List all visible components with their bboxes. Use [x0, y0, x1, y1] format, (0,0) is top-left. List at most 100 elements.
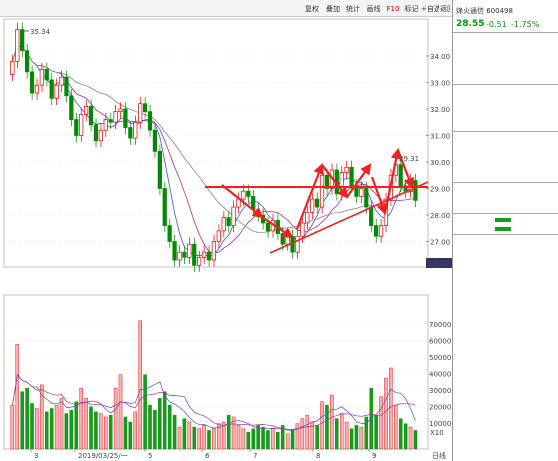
candle-body [118, 108, 123, 113]
toolbar-button-0[interactable]: 复权 [305, 5, 319, 13]
candle-body [123, 108, 128, 128]
volume-bar [369, 388, 373, 450]
candle-body [162, 188, 167, 226]
stock-title: 烽火通信 600498 [456, 7, 513, 15]
price-tick-4: 30.00 [430, 159, 450, 167]
candle-body [138, 103, 143, 123]
volume-tick-3: 40000 [429, 371, 451, 379]
candle-body [369, 206, 374, 226]
toolbar-button-7[interactable]: 返回 [440, 5, 450, 13]
price-tick-2: 32.00 [430, 106, 450, 114]
volume-tick-4: 30000 [429, 387, 451, 395]
volume-bar [256, 425, 260, 450]
candle-body [64, 76, 69, 97]
candle-body [128, 127, 133, 139]
volume-bar [182, 418, 187, 450]
period-label[interactable]: 日线 [432, 451, 446, 460]
candle-body [221, 217, 226, 232]
candle-body [378, 225, 384, 237]
volume-bar [172, 415, 177, 450]
toolbar-button-4[interactable]: F10 [386, 5, 400, 13]
price-tick-0: 34.00 [430, 53, 450, 61]
candle-body [54, 84, 59, 99]
volume-bar [25, 388, 29, 450]
volume-bar [280, 425, 285, 450]
volume-bar [128, 421, 133, 450]
volume-bar [221, 421, 226, 450]
candle-body [93, 124, 99, 142]
date-label-4: 7 [253, 452, 257, 460]
candle-body [69, 95, 74, 120]
volume-bar [408, 426, 413, 450]
kline-chart[interactable]: 34.00 33.00 32.00 31.00 30.00 29.00 28.00 27.00… [0, 17, 452, 461]
volume-bar [384, 377, 388, 450]
ma20-line [12, 44, 416, 233]
date-label-0: 3 [34, 452, 38, 460]
toolbar-button-2[interactable]: 统计 [346, 5, 360, 13]
candle-body [349, 166, 354, 187]
volume-tick-6: 10000 [429, 420, 451, 428]
candle-body [152, 129, 158, 152]
volume-bar [158, 398, 162, 450]
volume-bar [108, 415, 113, 450]
candle-body [359, 188, 364, 197]
trend-arrow-2 [295, 162, 324, 230]
volume-bar [89, 406, 93, 450]
price-tick-5: 29.00 [430, 186, 450, 194]
volume-bar [231, 416, 236, 450]
candle-body [88, 105, 94, 126]
trend-arrow-4 [346, 163, 372, 198]
candle-body [374, 225, 379, 237]
candle-body [206, 251, 212, 261]
volume-tick-5: 20000 [429, 404, 451, 412]
price-change-pct: -1.75% [511, 20, 540, 29]
volume-bar [123, 416, 128, 450]
candle-body [324, 174, 330, 189]
volume-bar [49, 408, 54, 450]
candle-body [211, 241, 217, 261]
volume-bar [335, 418, 339, 450]
candle-body [74, 119, 79, 136]
volume-bar [99, 413, 103, 450]
price-tick-3: 31.00 [430, 133, 450, 141]
volume-bar [153, 409, 157, 450]
current-price: 28.55 [456, 19, 485, 29]
date-label-5: 8 [316, 452, 320, 460]
volume-bar [389, 367, 393, 450]
volume-bar [212, 428, 216, 450]
volume-bar [295, 423, 300, 450]
trend-arrow-3 [321, 164, 349, 199]
volume-bar [290, 430, 295, 450]
toolbar-button-5[interactable]: 标记 [404, 5, 419, 13]
volume-bar [20, 391, 24, 450]
toolbar-button-6[interactable]: +自选 [421, 5, 439, 13]
volume-bar [207, 430, 211, 450]
candle-body [413, 180, 418, 201]
volume-bar [271, 428, 275, 450]
volume-bar [59, 398, 64, 450]
volume-bar [54, 404, 59, 450]
volume-tick-1: 60000 [429, 338, 451, 346]
toolbar-button-1[interactable]: 叠加 [326, 5, 340, 13]
volume-bar [69, 409, 74, 450]
candle-body [310, 198, 315, 213]
candle-body [39, 68, 44, 86]
price-tick-6: 28.00 [430, 212, 450, 220]
volume-bar [162, 391, 167, 450]
low-price-tag [426, 258, 452, 268]
volume-bar [74, 401, 79, 450]
candle-body [29, 71, 35, 94]
flow-bar [495, 227, 511, 231]
volume-bar [236, 425, 241, 450]
candle-body [44, 68, 49, 81]
candle-body [241, 190, 246, 200]
trend-line [269, 181, 429, 254]
volume-bar [359, 426, 364, 450]
volume-bar [103, 416, 108, 450]
candle-body [79, 113, 84, 136]
volume-bar [143, 374, 147, 450]
volume-bar [364, 416, 369, 450]
toolbar-button-3[interactable]: 画线 [366, 5, 381, 13]
flow-bar [495, 218, 511, 222]
